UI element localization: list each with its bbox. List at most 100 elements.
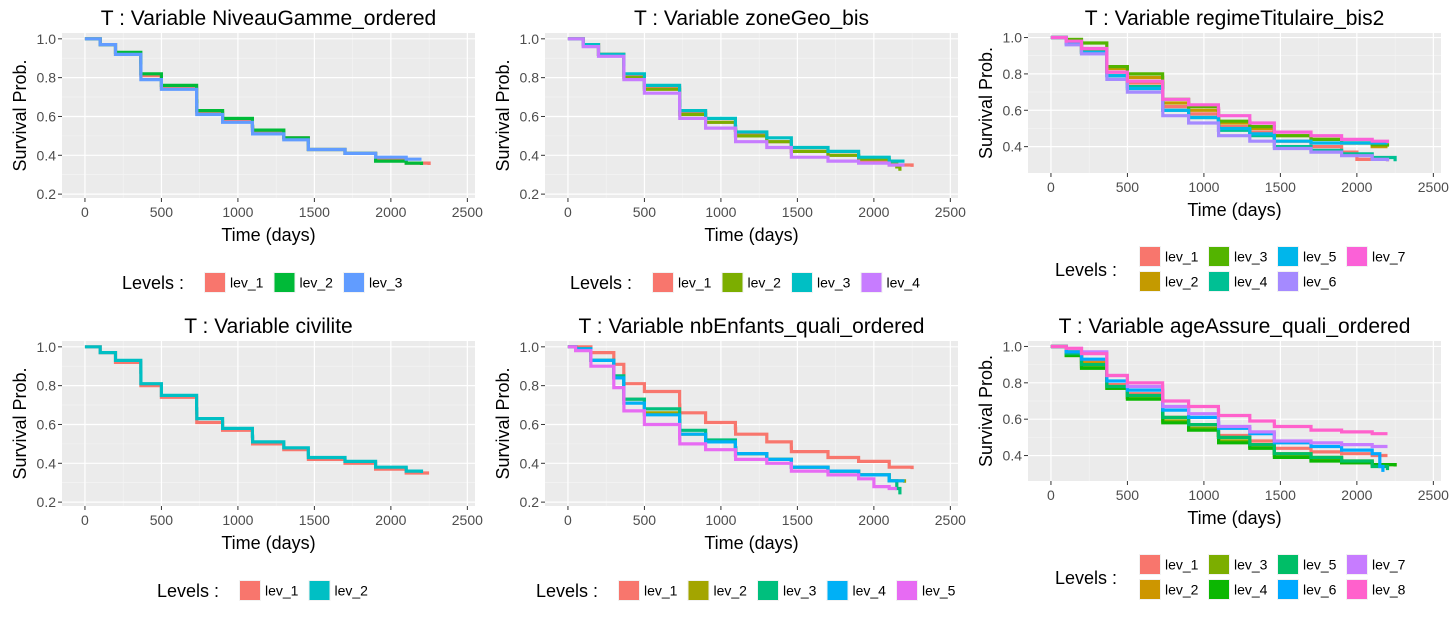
legend-label: lev_7 — [1372, 249, 1406, 265]
legend-label: lev_3 — [1234, 249, 1268, 265]
y-tick-label: 0.4 — [37, 147, 57, 163]
plot-background — [545, 33, 958, 198]
legend-label: lev_3 — [817, 275, 851, 291]
y-axis-title: Survival Prob. — [493, 367, 513, 479]
legend-label: lev_6 — [1303, 274, 1337, 290]
legend-label: lev_1 — [678, 275, 712, 291]
y-axis-title: Survival Prob. — [10, 59, 30, 171]
y-axis-title: Survival Prob. — [493, 59, 513, 171]
legend-swatch — [722, 273, 743, 292]
legend-item-lev_3: lev_3 — [1208, 554, 1268, 575]
x-tick-label: 2000 — [858, 512, 889, 528]
legend-swatch — [1209, 272, 1229, 291]
legend-item-lev_5: lev_5 — [1277, 246, 1337, 267]
legend-swatch — [1209, 580, 1229, 599]
panel-civilite: 0 500 1000 1500 2000 2500 0.2 0.4 0.6 0.8 1.0 T : V… — [10, 315, 483, 601]
legend-label: lev_3 — [783, 583, 817, 599]
legend-swatch — [688, 581, 709, 600]
legend-swatch — [240, 581, 260, 600]
x-axis-title: Time (days) — [1187, 508, 1281, 528]
legend-label: lev_6 — [1303, 582, 1337, 598]
y-tick-label: 0.4 — [1003, 448, 1023, 464]
legend-title: Levels : — [1055, 568, 1117, 588]
panel-title: T : Variable zoneGeo_bis — [634, 7, 869, 30]
legend-item-lev_5: lev_5 — [1277, 554, 1337, 575]
legend-label: lev_4 — [853, 583, 887, 599]
legend-item-lev_7: lev_7 — [1346, 246, 1406, 267]
panel-nbenfants: 0 500 1000 1500 2000 2500 0.2 0.4 0.6 0.8 1.0 T : V… — [493, 315, 966, 601]
y-tick-label: 0.8 — [37, 70, 57, 86]
y-axis-title: Survival Prob. — [976, 47, 996, 159]
legend-label: lev_7 — [1372, 557, 1406, 573]
legend-item-lev_4: lev_4 — [1208, 271, 1268, 292]
x-tick-label: 0 — [81, 512, 89, 528]
x-axis-title: Time (days) — [221, 225, 315, 245]
x-tick-label: 2500 — [1418, 179, 1449, 195]
x-axis-title: Time (days) — [221, 533, 315, 553]
panel-title: T : Variable nbEnfants_quali_ordered — [579, 315, 925, 338]
y-tick-label: 0.6 — [520, 416, 540, 432]
y-tick-label: 0.6 — [1003, 102, 1023, 118]
legend-item-lev_1: lev_1 — [618, 580, 678, 601]
legend-item-lev_1: lev_1 — [1139, 554, 1199, 575]
y-axis-title: Survival Prob. — [10, 367, 30, 479]
panel-title: T : Variable regimeTitulaire_bis2 — [1085, 7, 1385, 30]
legend-label: lev_4 — [887, 275, 921, 291]
legend-swatch — [1140, 580, 1160, 599]
y-tick-label: 0.8 — [1003, 66, 1023, 82]
x-tick-label: 2000 — [375, 204, 406, 220]
legend-label: lev_5 — [1303, 557, 1337, 573]
legend-swatch — [653, 273, 673, 292]
y-tick-label: 0.4 — [520, 455, 540, 471]
legend-item-lev_3: lev_3 — [757, 580, 817, 601]
legend-swatch — [792, 273, 812, 292]
legend-swatch — [1278, 580, 1298, 599]
legend-item-lev_7: lev_7 — [1346, 554, 1406, 575]
x-tick-label: 0 — [564, 204, 572, 220]
survival-curve-lev_3 — [84, 37, 422, 161]
x-tick-label: 2000 — [375, 512, 406, 528]
legend-label: lev_1 — [1165, 557, 1199, 573]
x-tick-label: 500 — [150, 512, 174, 528]
legend-label: lev_2 — [1165, 274, 1199, 290]
legend-swatch — [758, 581, 778, 600]
legend-label: lev_2 — [748, 275, 782, 291]
legend-title: Levels : — [536, 581, 598, 601]
legend-title: Levels : — [570, 273, 632, 293]
panel-title: T : Variable civilite — [184, 315, 352, 338]
y-tick-label: 1.0 — [520, 339, 540, 355]
survival-curve-lev_8 — [1050, 344, 1388, 436]
legend-label: lev_1 — [644, 583, 678, 599]
plot-background — [62, 341, 475, 506]
legend-swatch — [1278, 555, 1298, 574]
x-tick-label: 500 — [633, 204, 657, 220]
x-tick-label: 1000 — [222, 512, 253, 528]
legend-item-lev_1: lev_1 — [204, 272, 264, 293]
x-tick-label: 1000 — [1188, 179, 1219, 195]
x-axis-title: Time (days) — [1187, 200, 1281, 220]
y-tick-label: 1.0 — [520, 31, 540, 47]
y-tick-label: 0.2 — [520, 494, 540, 510]
legend-item-lev_5: lev_5 — [896, 580, 956, 601]
y-tick-label: 0.2 — [37, 494, 57, 510]
legend-swatch — [1140, 555, 1160, 574]
legend-swatch — [827, 581, 848, 600]
legend-title: Levels : — [1055, 260, 1117, 280]
x-tick-label: 500 — [1116, 179, 1140, 195]
x-tick-label: 500 — [633, 512, 657, 528]
legend-label: lev_4 — [1234, 274, 1268, 290]
legend-label: lev_2 — [300, 275, 334, 291]
x-tick-label: 2000 — [858, 204, 889, 220]
legend-label: lev_8 — [1372, 582, 1406, 598]
y-tick-label: 0.6 — [1003, 411, 1023, 427]
x-tick-label: 500 — [1116, 487, 1140, 503]
panel-regimetitulaire: 0 500 1000 1500 2000 2500 0.4 0.6 0.8 1.0 T : Vari… — [976, 7, 1449, 292]
x-tick-label: 1500 — [299, 512, 330, 528]
legend-label: lev_1 — [265, 583, 299, 599]
legend-item-lev_1: lev_1 — [1139, 246, 1199, 267]
legend-swatch — [1347, 580, 1367, 599]
legend-item-lev_3: lev_3 — [1208, 246, 1268, 267]
legend-swatch — [1347, 247, 1367, 266]
x-tick-label: 2500 — [452, 512, 483, 528]
x-axis-title: Time (days) — [704, 533, 798, 553]
